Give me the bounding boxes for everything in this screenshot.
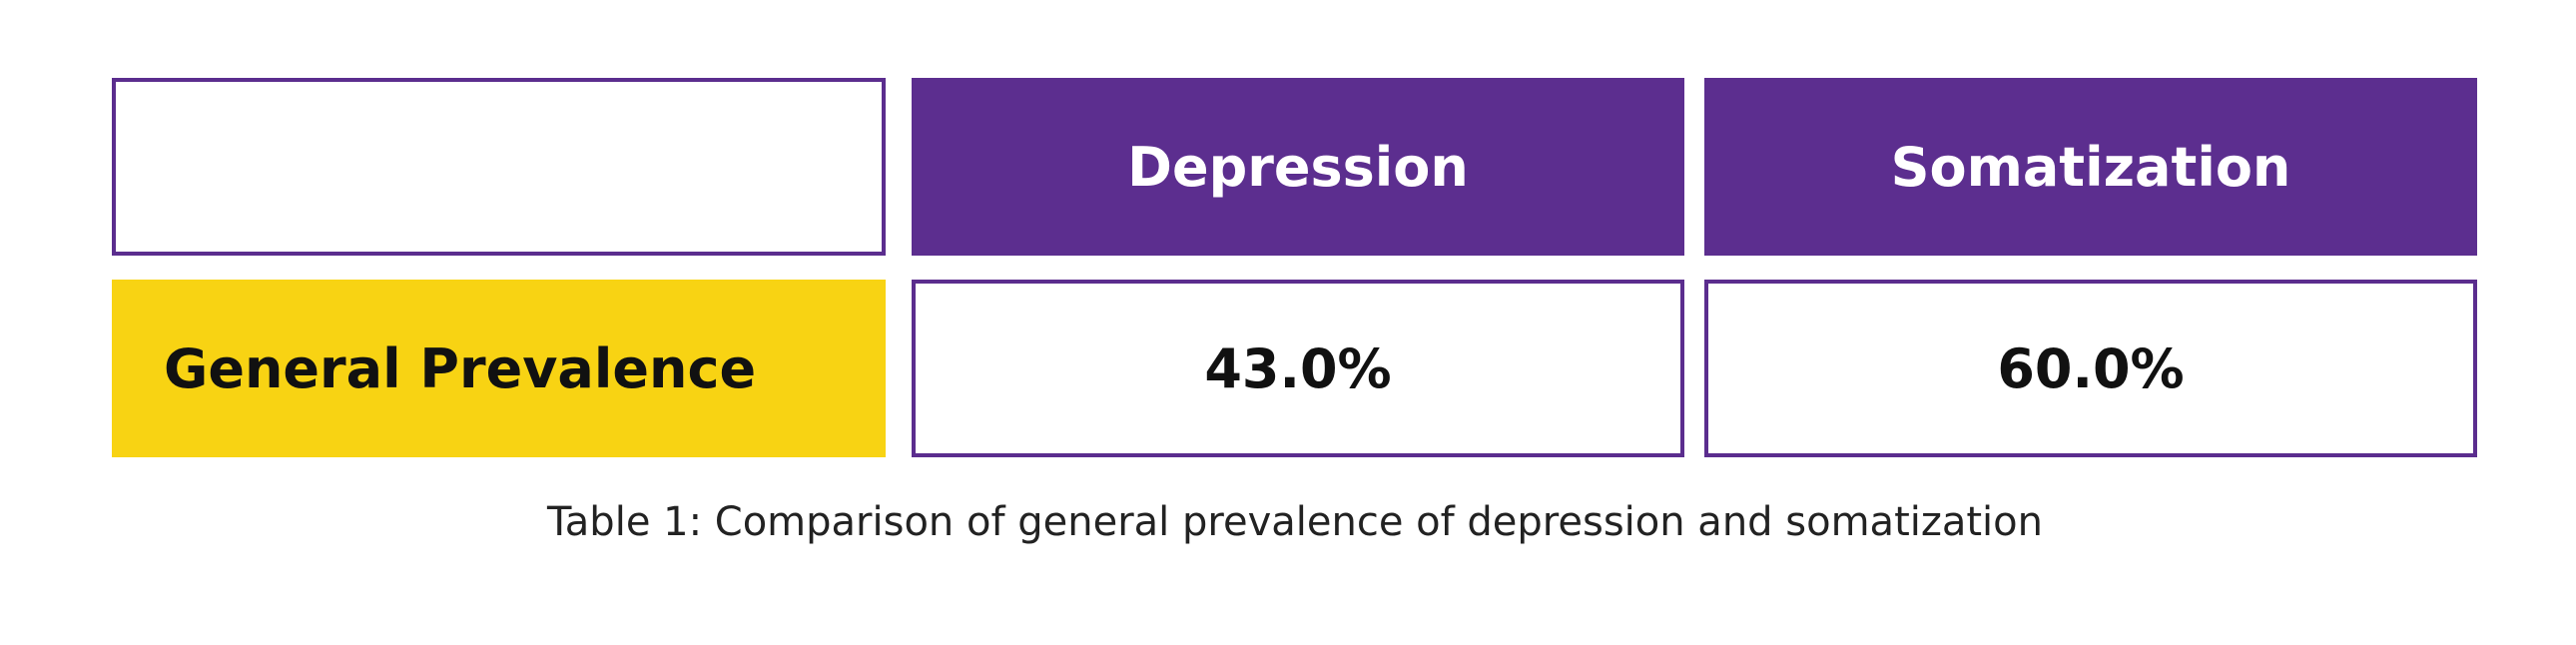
value-cell: 60.0% — [1704, 280, 2477, 457]
table-caption: Table 1: Comparison of general prevalenc… — [546, 499, 2043, 545]
column-header: Depression — [912, 78, 1684, 256]
column-header: Somatization — [1704, 78, 2477, 256]
row-label: General Prevalence — [112, 280, 886, 457]
value-cell: 43.0% — [912, 280, 1684, 457]
corner-cell — [112, 78, 886, 256]
